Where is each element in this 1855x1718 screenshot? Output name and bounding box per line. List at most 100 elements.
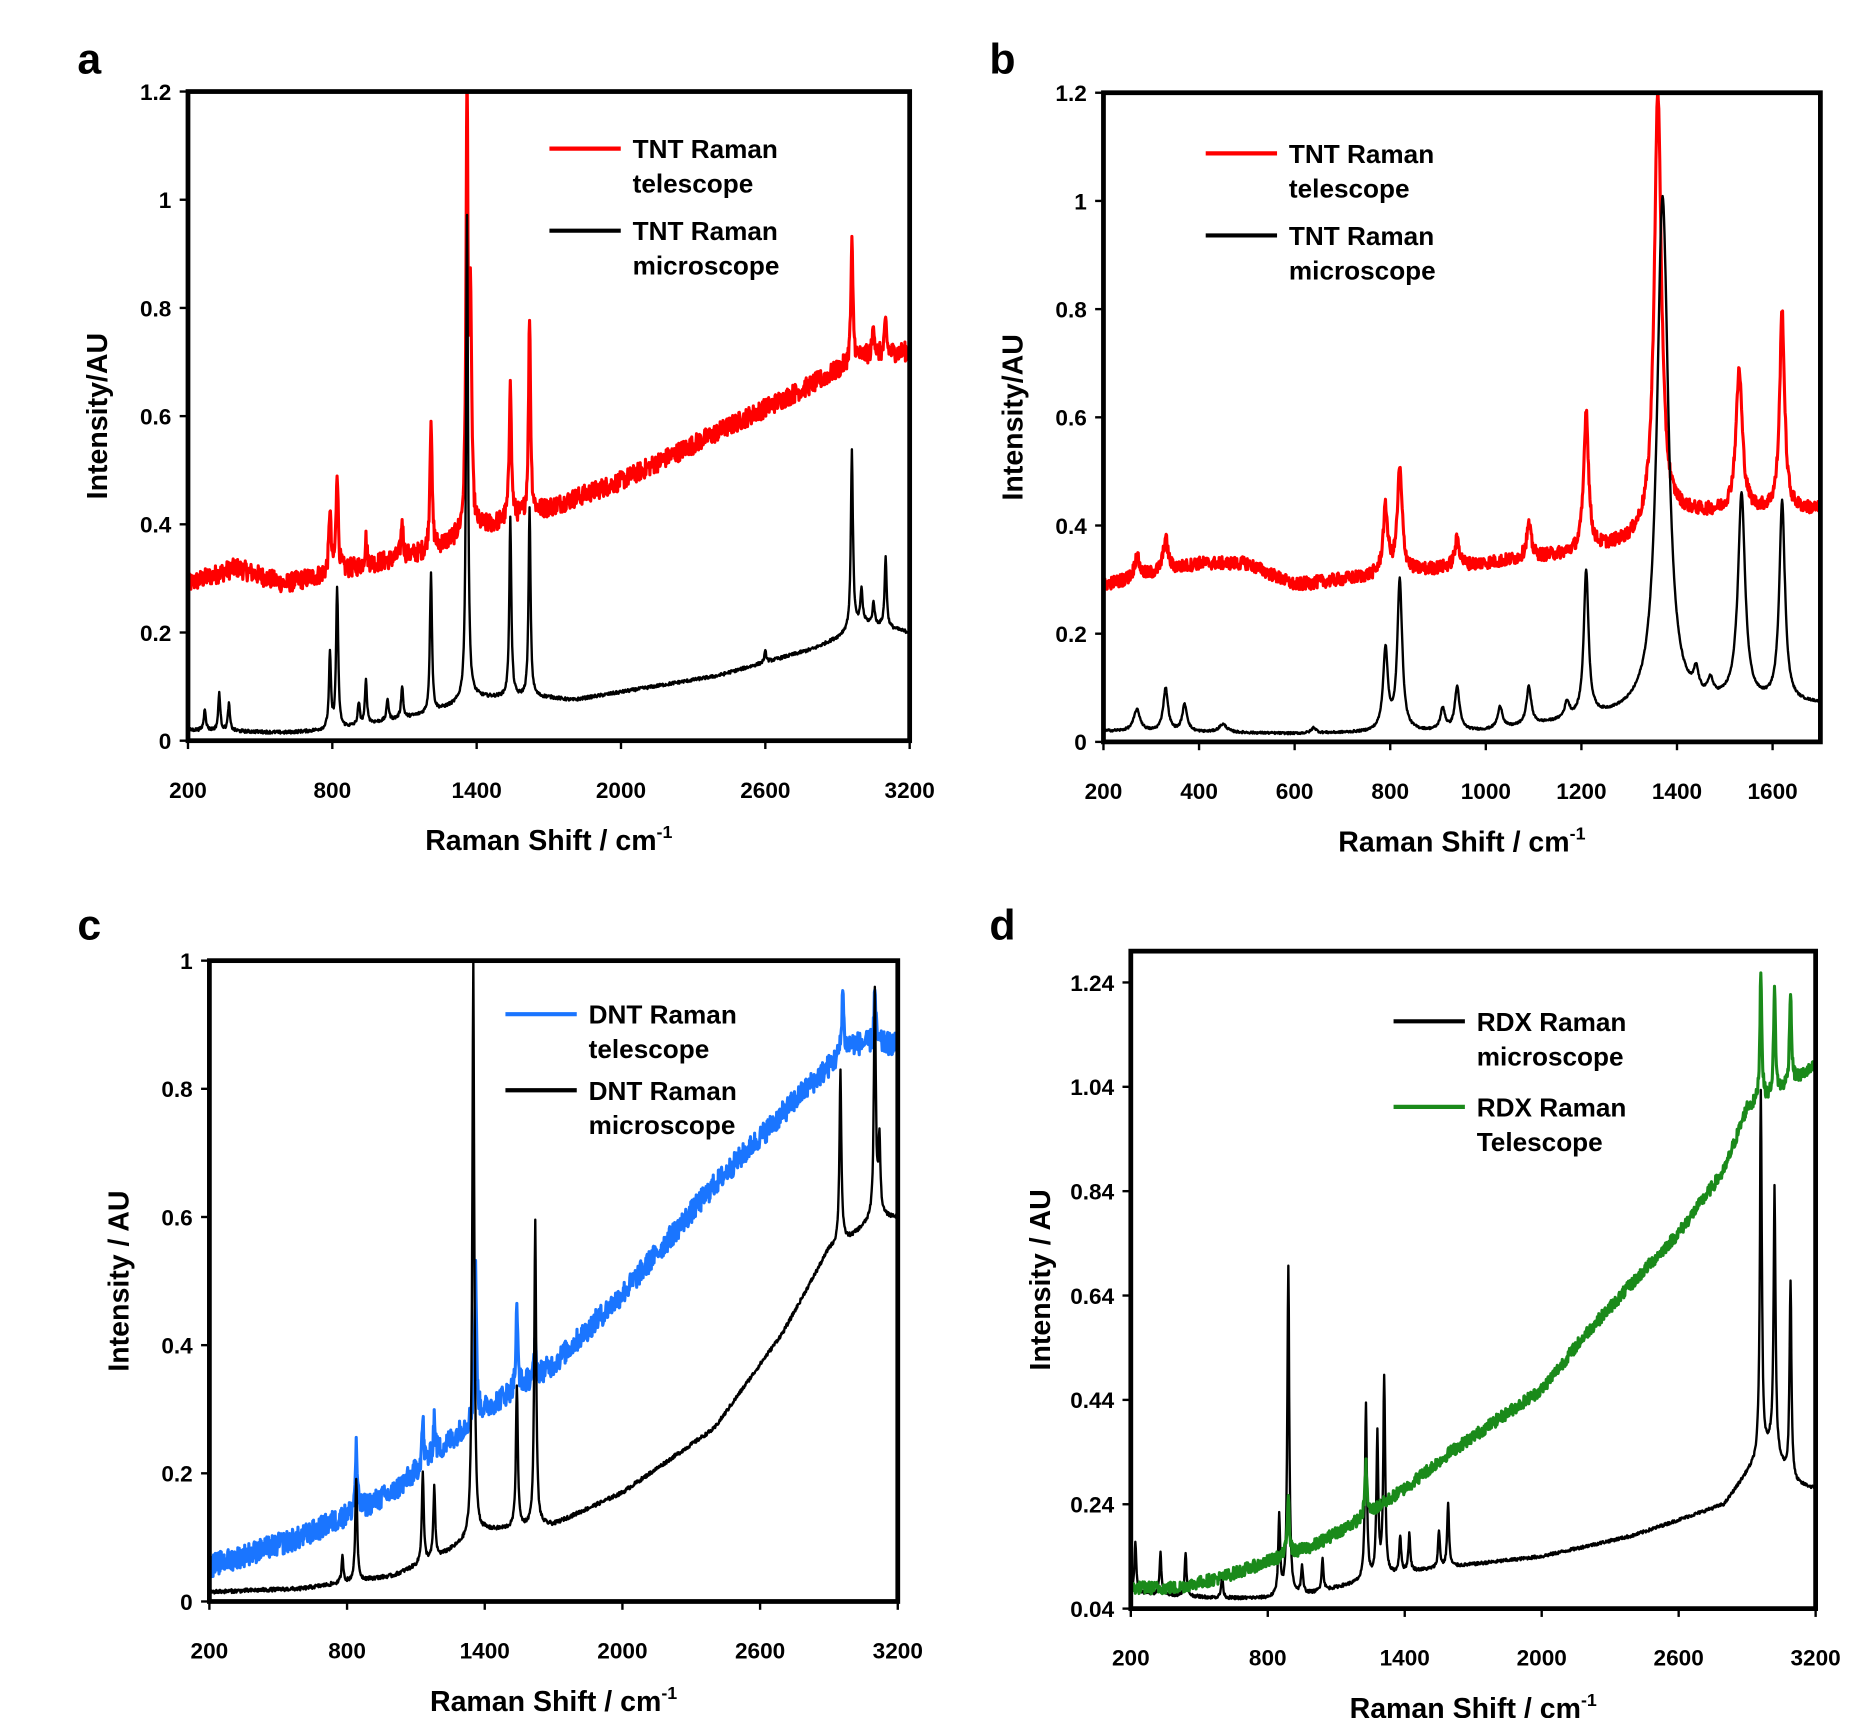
legend-label: TNT Raman [633, 134, 778, 164]
y-axis-title: Intensity / AU [1025, 1189, 1057, 1370]
series-line-2 [187, 213, 910, 735]
legend-label: RDX Raman [1477, 1092, 1627, 1122]
y-tick-label: 0.44 [1070, 1388, 1114, 1413]
legend-label: RDX Raman [1477, 1007, 1627, 1037]
legend-label: DNT Raman [589, 1000, 737, 1030]
panel-letter: d [989, 901, 1015, 949]
y-tick-label: 0 [180, 1590, 193, 1615]
x-tick-label: 200 [1112, 1646, 1150, 1671]
x-axis-title: Raman Shift / cm-1 [430, 1683, 677, 1718]
x-axis-title-superscript: -1 [661, 1683, 677, 1703]
legend-label: microscope [633, 251, 780, 281]
y-tick-label: 0.8 [140, 296, 171, 321]
x-tick-label: 2000 [597, 1639, 647, 1664]
legend-label: TNT Raman [633, 216, 778, 246]
x-tick-label: 2000 [1517, 1646, 1567, 1671]
plot-area [1130, 971, 1816, 1601]
x-tick-label: 800 [328, 1639, 366, 1664]
x-tick-label: 600 [1276, 779, 1314, 804]
x-tick-label: 800 [1371, 779, 1409, 804]
legend-label: DNT Raman [589, 1076, 737, 1106]
legend-label: TNT Raman [1289, 221, 1434, 251]
series-line-2 [1130, 971, 1816, 1596]
x-axis-title-superscript: -1 [1570, 823, 1586, 843]
x-tick-label: 3200 [1791, 1646, 1841, 1671]
legend-label: microscope [589, 1110, 736, 1140]
y-tick-label: 0.4 [140, 513, 172, 538]
x-tick-label: 1400 [1380, 1646, 1430, 1671]
x-axis-title-superscript: -1 [657, 822, 673, 842]
x-tick-label: 800 [1249, 1646, 1287, 1671]
legend-label: TNT Raman [1289, 139, 1434, 169]
legend-label: microscope [1289, 255, 1436, 285]
y-tick-label: 0.2 [140, 621, 171, 646]
y-tick-label: 1.2 [1055, 81, 1086, 106]
series-line-1 [1130, 1088, 1816, 1601]
x-axis-title: Raman Shift / cm-1 [1338, 823, 1585, 858]
x-tick-label: 1400 [1652, 779, 1702, 804]
series-line-1 [1103, 92, 1821, 592]
x-tick-label: 1400 [452, 778, 502, 803]
panel-letter: c [77, 901, 101, 949]
panel-letter: b [989, 36, 1015, 84]
y-tick-label: 1.2 [140, 80, 171, 105]
series-line-1 [209, 988, 898, 1579]
plot-area [1103, 92, 1821, 736]
y-tick-label: 0.8 [161, 1077, 192, 1102]
series-line-2 [209, 960, 898, 1595]
y-tick-label: 0.6 [161, 1205, 192, 1230]
x-tick-label: 200 [1085, 779, 1123, 804]
y-axis-title: Intensity/AU [82, 333, 114, 499]
y-tick-label: 0 [159, 729, 172, 754]
x-tick-label: 1400 [460, 1639, 510, 1664]
y-tick-label: 1.04 [1070, 1075, 1114, 1100]
x-tick-label: 200 [191, 1639, 229, 1664]
y-axis-title: Intensity / AU [104, 1190, 136, 1371]
y-tick-label: 0.2 [161, 1462, 192, 1487]
x-tick-label: 3200 [873, 1639, 923, 1664]
y-tick-label: 0.6 [1055, 406, 1086, 431]
panel-a: a TNT Raman telescope TNT Raman microscope 20… [77, 36, 934, 857]
y-tick-label: 1 [159, 188, 172, 213]
y-tick-label: 0.4 [161, 1333, 193, 1358]
y-tick-label: 0 [1074, 730, 1087, 755]
x-axis-title: Raman Shift / cm-1 [425, 822, 672, 857]
x-tick-label: 1600 [1747, 779, 1797, 804]
series-line-2 [1103, 194, 1821, 736]
plot-area [209, 960, 898, 1595]
series-line-1 [187, 91, 910, 594]
x-tick-label: 400 [1180, 779, 1218, 804]
legend-label: telescope [633, 169, 754, 199]
x-axis-title-text: Raman Shift / cm [430, 1686, 661, 1718]
legend-label: Telescope [1477, 1127, 1603, 1157]
panel-d: d RDX Raman microscope RDX Raman Telescope 20… [989, 901, 1840, 1718]
x-axis-title-superscript: -1 [1581, 1690, 1597, 1710]
y-tick-label: 0.24 [1070, 1493, 1114, 1518]
x-tick-label: 2600 [735, 1639, 785, 1664]
x-tick-label: 2600 [740, 778, 790, 803]
y-tick-label: 0.64 [1070, 1284, 1114, 1309]
x-axis-title-text: Raman Shift / cm [1338, 826, 1569, 858]
y-axis-title: Intensity/AU [998, 334, 1030, 500]
y-tick-label: 0.6 [140, 404, 171, 429]
x-tick-label: 2600 [1654, 1646, 1704, 1671]
y-tick-label: 1 [1074, 189, 1087, 214]
panel-b: b TNT Raman telescope TNT Raman microscope 20… [989, 36, 1823, 858]
plot-frame [1128, 948, 1819, 1611]
x-axis-title: Raman Shift / cm-1 [1350, 1690, 1597, 1718]
x-axis-title-text: Raman Shift / cm [1350, 1693, 1581, 1718]
x-tick-label: 200 [169, 778, 207, 803]
y-tick-label: 0.4 [1055, 514, 1087, 539]
y-tick-label: 0.2 [1055, 622, 1086, 647]
panel-letter: a [77, 36, 102, 84]
panel-c: c DNT Raman telescope DNT Raman microscope 20… [77, 901, 922, 1718]
x-tick-label: 2000 [596, 778, 646, 803]
x-tick-label: 1200 [1556, 779, 1606, 804]
x-tick-label: 1000 [1461, 779, 1511, 804]
plot-frame [207, 958, 901, 1604]
plot-frame [185, 89, 913, 744]
x-axis-title-text: Raman Shift / cm [425, 825, 656, 857]
legend-label: telescope [1289, 173, 1410, 203]
plot-frame [1101, 90, 1823, 745]
